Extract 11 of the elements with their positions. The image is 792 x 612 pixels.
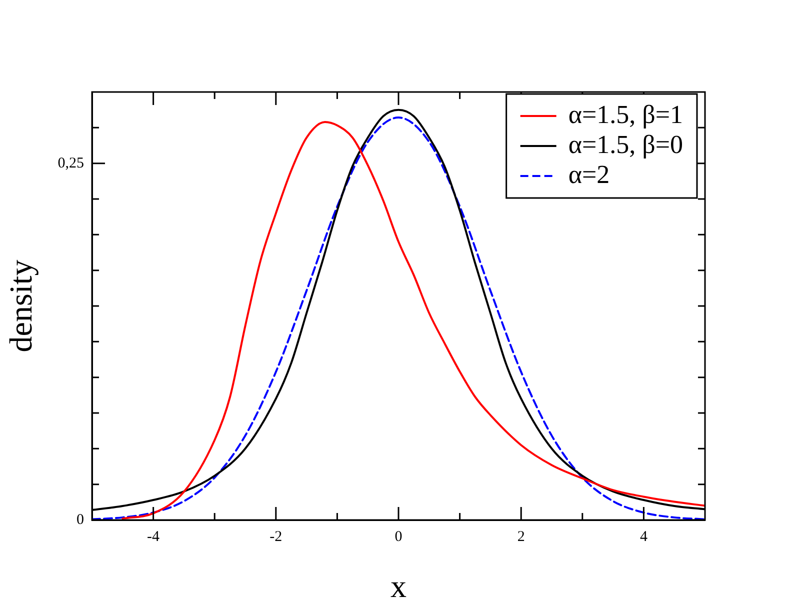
x-axis-title: x: [390, 568, 406, 604]
x-tick-label: 0: [394, 528, 402, 545]
legend-label: α=1.5, β=0: [568, 130, 684, 159]
x-tick-label: 4: [640, 528, 648, 545]
legend-label: α=2: [568, 160, 610, 189]
y-tick-label: 0,25: [58, 155, 84, 172]
x-tick-label: -4: [147, 528, 160, 545]
legend-label: α=1.5, β=1: [568, 100, 684, 129]
x-tick-label: -2: [270, 528, 282, 545]
y-axis-title: density: [2, 260, 39, 352]
x-tick-label: 2: [517, 528, 525, 545]
